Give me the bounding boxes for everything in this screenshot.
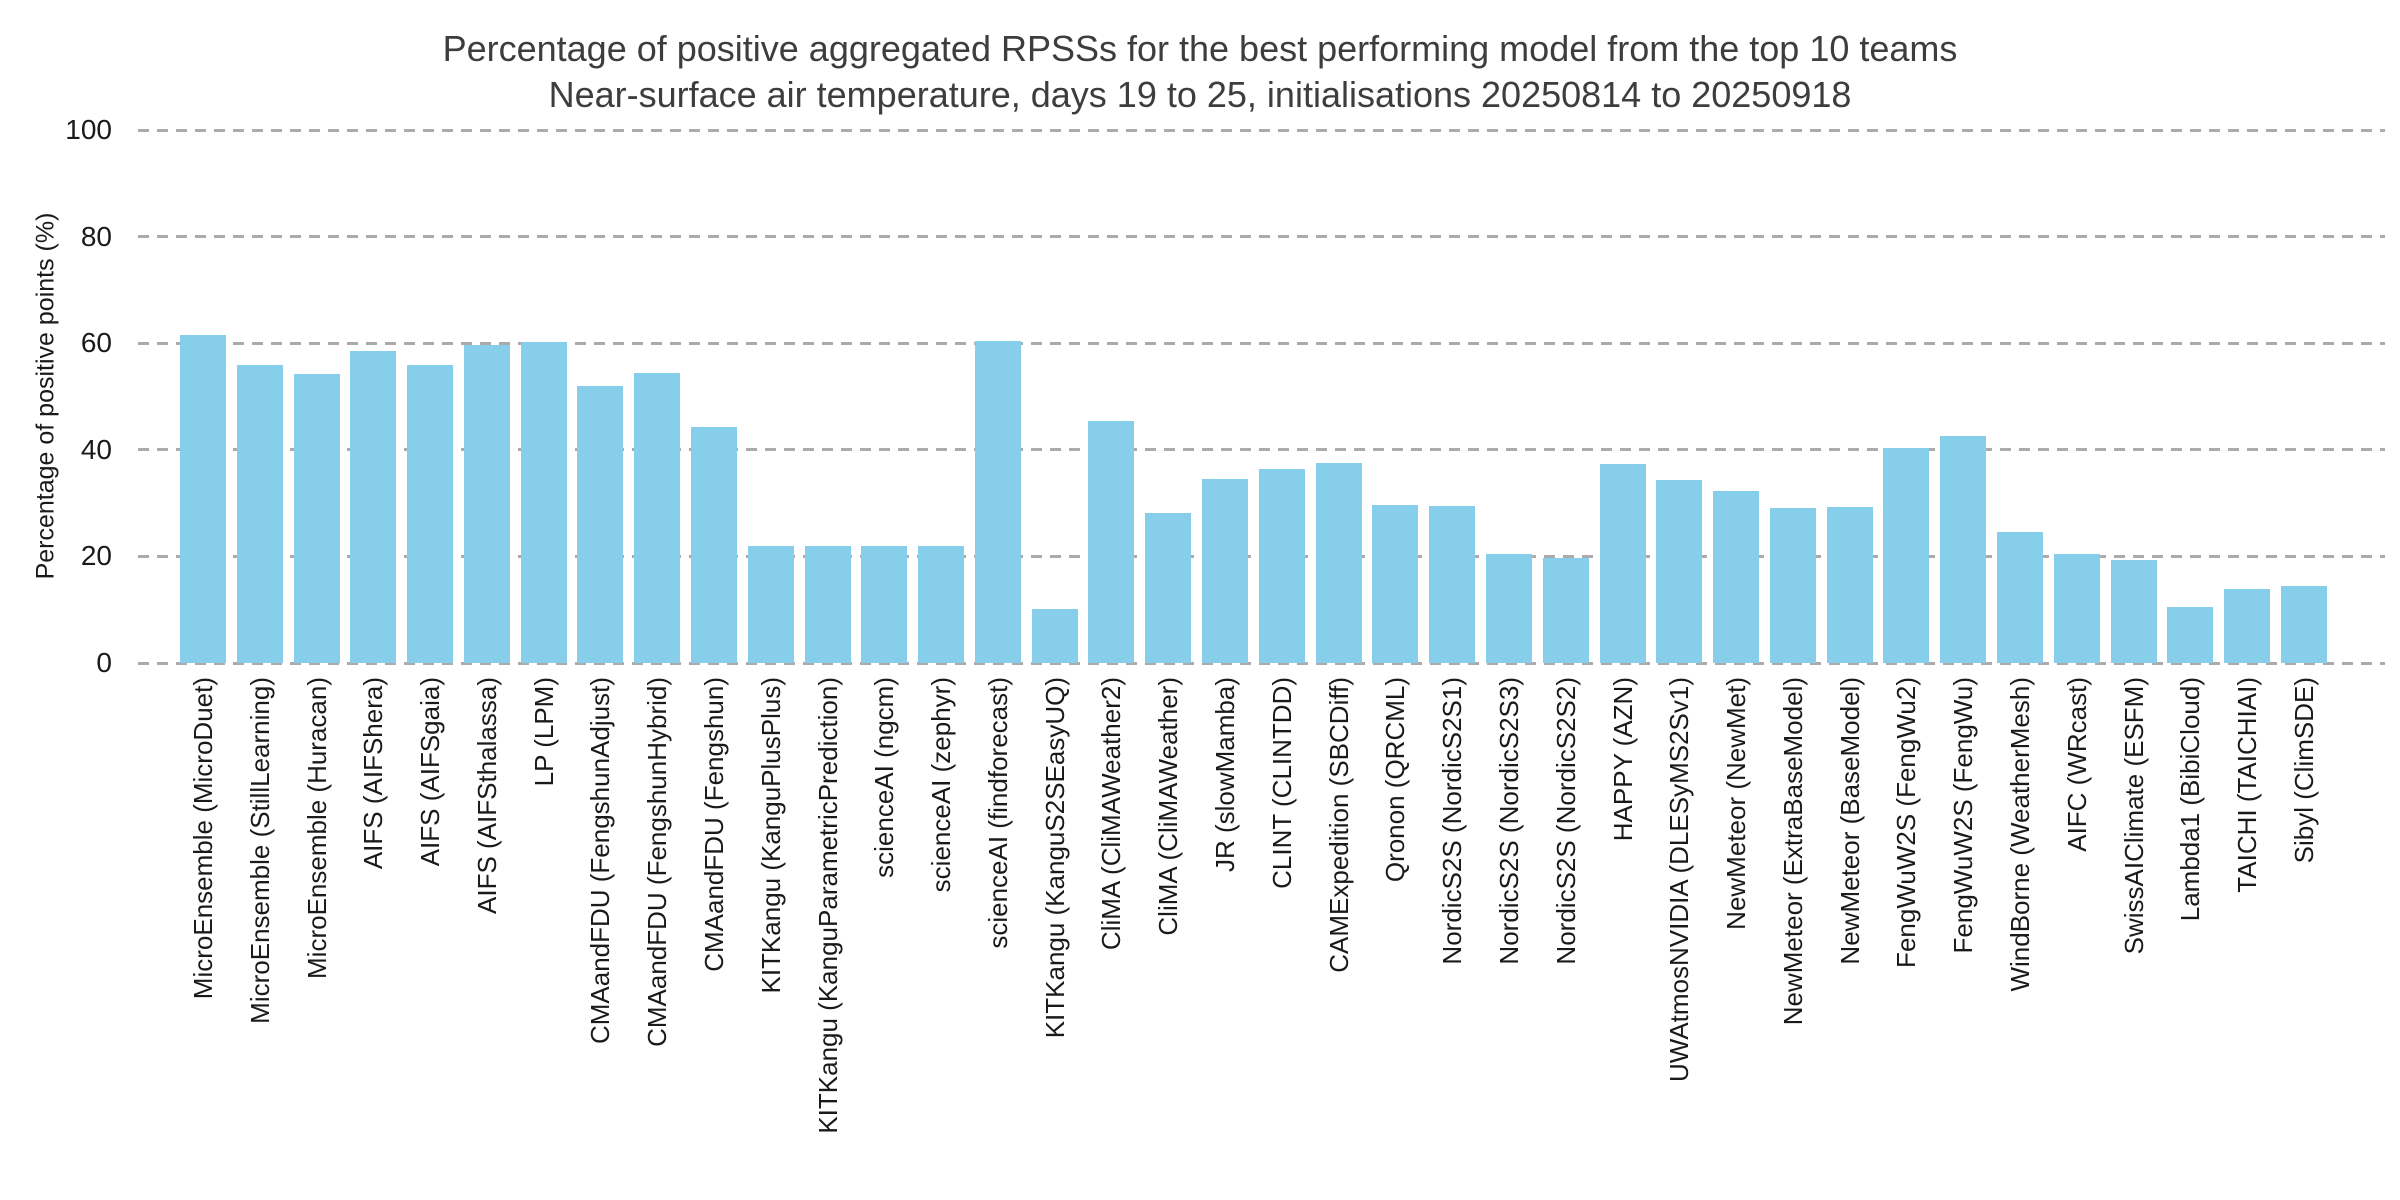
bar [236,364,283,663]
x-axis-category-label: LP (LPM) [528,677,559,787]
plot-area [138,128,2385,665]
y-tick-label-80: 80 [80,220,112,252]
bar [350,351,397,663]
x-axis-category-label: NordicS2S (NordicS2S1) [1437,677,1468,965]
x-axis-category-label: CMAandFDU (Fengshun) [699,677,730,972]
x-axis-category-label: AIFS (AIFShera) [358,677,389,870]
x-axis-category-label: NewMeteor (NewMet) [1721,677,1752,930]
x-axis-category-label: MicroEnsemble (MicroDuet) [188,677,218,1000]
x-axis-category-label: FengWuW2S (FengWu) [1948,677,1979,954]
x-axis-category-label: CliMA (CliMAWeather) [1153,677,1184,936]
x-axis-category-label: scienceAI (findforecast) [982,677,1013,949]
x-axis-category-label: SwissAIClimate (ESFM) [2118,677,2149,955]
bar [747,545,794,663]
x-axis-category-label: Qronon (QRCML) [1380,677,1411,883]
bar [2224,588,2271,663]
bar [1372,504,1419,663]
y-tick-label-0: 0 [96,647,112,678]
x-axis-category-label: MicroEnsemble (Huracan) [301,677,332,979]
bar [1202,478,1249,663]
x-axis-category-label: UWAtmosNVIDIA (DLESyMS2Sv1) [1664,677,1695,1083]
bar [1656,480,1703,663]
bar [861,545,908,663]
bar [1826,506,1873,663]
x-axis-category-label: AIFS (AIFSgaia) [415,677,446,867]
x-axis-category-label: NewMeteor (BaseModel) [1834,677,1865,965]
x-axis-category-label: CMAandFDU (FengshunAdjust) [585,677,616,1045]
bar [463,344,510,663]
bar [691,427,738,663]
y-tick-label-20: 20 [80,540,112,572]
x-axis-category-label: KITKangu (KanguPlusPlus) [755,677,786,994]
x-axis-category-label: Lambda1 (BibiCloud) [2175,677,2206,922]
y-tick-label-40: 40 [80,433,112,465]
gridline-y-0 [138,661,2385,665]
bar [2110,560,2157,663]
gridline-y-40 [138,448,2385,452]
bar [1940,435,1987,663]
bar [407,364,454,663]
x-axis-category-label: AIFS (AIFSthalassa) [471,677,502,914]
bar [974,341,1021,663]
x-axis-category-label: HAPPY (AZN) [1607,677,1638,842]
bar [1713,491,1760,663]
x-axis-category-label: AIFC (WRcast) [2061,677,2092,852]
x-axis-category-label: NordicS2S (NordicS2S3) [1493,677,1524,965]
gridline-y-80 [138,235,2385,239]
y-tick-label-100: 100 [65,114,112,145]
gridline-y-100 [138,128,2385,132]
bar [293,374,340,663]
bar [1088,421,1135,663]
x-axis-category-label: TAICHI (TAICHIAI) [2232,677,2263,893]
bar [520,341,567,663]
x-axis-category-label: WindBorne (WeatherMesh) [2004,677,2035,992]
bar [577,385,624,663]
bar [1145,513,1192,663]
y-tick-label-60: 60 [80,327,112,359]
x-axis-category-label: KITKangu (KanguS2SEasyUQ) [1039,677,1070,1039]
bar [1429,506,1476,663]
bar [1258,469,1305,663]
x-axis-category-label: CAMExpedition (SBCDiff) [1323,677,1354,973]
bar [2053,554,2100,663]
x-axis-category-label: FengWuW2S (FengWu2) [1891,677,1922,968]
bar [2167,606,2214,663]
bar [1769,507,1816,663]
x-axis-category-label: scienceAI (zephyr) [926,677,957,893]
bar [1315,462,1362,663]
x-axis-category-label: NordicS2S (NordicS2S2) [1550,677,1581,965]
gridline-y-60 [138,341,2385,345]
bar [634,372,681,663]
bar [1883,447,1930,663]
bar [1031,608,1078,663]
bar [804,545,851,663]
chart-title: Percentage of positive aggregated RPSSs … [442,28,1958,69]
x-axis-category-label: CliMA (CliMAWeather2) [1096,677,1127,951]
x-axis-category-label: NewMeteor (ExtraBaseModel) [1777,677,1808,1026]
y-axis-label: Percentage of positive points (%) [31,212,60,580]
x-axis-category-label: scienceAI (ngcm) [869,677,900,878]
bar [1996,531,2043,663]
x-axis-category-label: KITKangu (KanguParametricPrediction) [812,677,843,1134]
bar [2280,585,2327,663]
bar [180,335,226,663]
x-axis-category-label: CMAandFDU (FengshunHybrid) [642,677,673,1047]
x-axis-category-label: Sibyl (ClimSDE) [2288,677,2319,864]
chart-subtitle: Near-surface air temperature, days 19 to… [548,74,1852,115]
bar [1485,553,1532,663]
x-axis-category-label: MicroEnsemble (StillLearning) [244,677,275,1024]
bar [1542,558,1589,663]
x-axis-category-label: JR (slowMamba) [1210,677,1241,873]
bar [918,545,965,663]
x-axis-category-label: CLINT (CLINTDD) [1266,677,1297,889]
bar [1599,464,1646,663]
